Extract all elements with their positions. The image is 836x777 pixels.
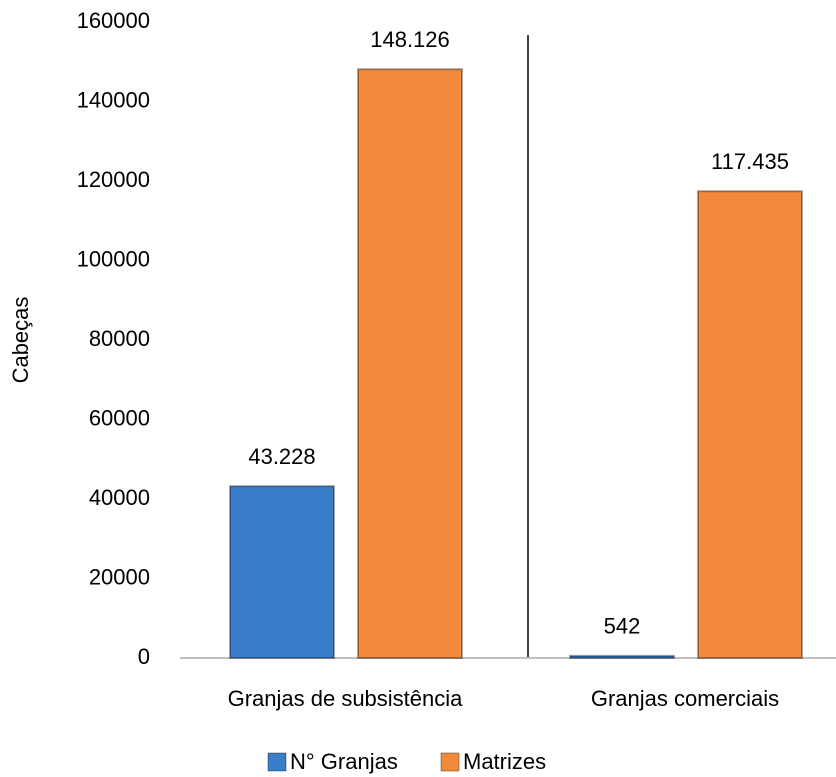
bar	[229, 485, 335, 659]
value-label: 148.126	[370, 27, 450, 52]
y-axis-label: Cabeças	[8, 297, 33, 384]
y-tick-label: 0	[138, 644, 150, 669]
legend-label: N° Granjas	[290, 749, 398, 774]
value-label: 43.228	[248, 444, 315, 469]
legend-swatch	[440, 752, 460, 772]
y-tick-label: 20000	[89, 564, 150, 589]
value-label: 542	[604, 614, 641, 639]
y-tick-label: 120000	[77, 167, 150, 192]
bar	[569, 654, 675, 659]
bar	[357, 68, 463, 659]
y-tick-label: 100000	[77, 246, 150, 271]
value-label: 117.435	[711, 149, 789, 174]
bar	[697, 190, 803, 660]
y-tick-label: 40000	[89, 485, 150, 510]
y-tick-label: 80000	[89, 326, 150, 351]
y-tick-label: 60000	[89, 405, 150, 430]
x-tick-label: Granjas comerciais	[591, 686, 779, 711]
x-tick-label: Granjas de subsistência	[228, 686, 464, 711]
legend-label: Matrizes	[463, 749, 546, 774]
legend-swatch	[267, 752, 287, 772]
y-tick-label: 140000	[77, 87, 150, 112]
y-tick-label: 160000	[77, 8, 150, 33]
